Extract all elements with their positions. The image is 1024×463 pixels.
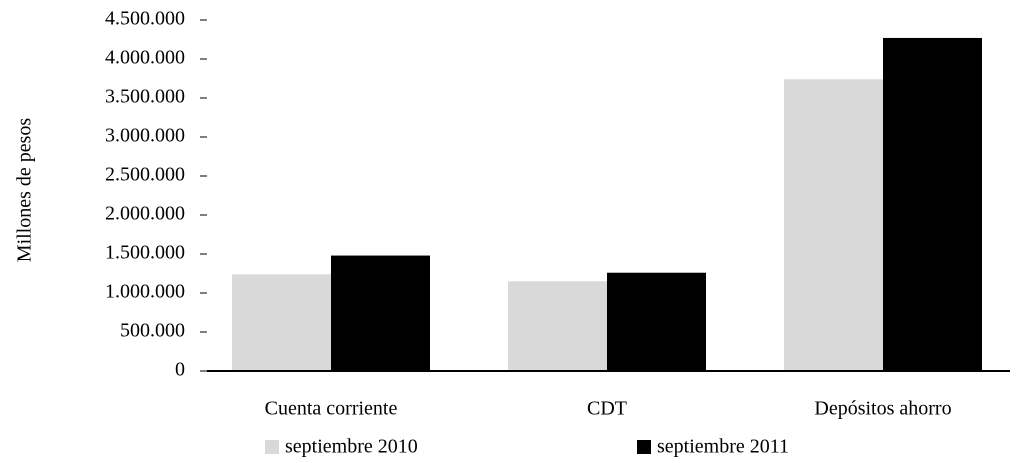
y-tick-label: 3.000.000: [105, 125, 185, 147]
legend-label: septiembre 2011: [657, 436, 789, 458]
y-tick-label: 0: [175, 359, 185, 381]
bar: [607, 272, 706, 371]
y-axis-label: Millones de pesos: [14, 118, 36, 263]
legend-swatch: [637, 440, 651, 454]
y-tick-label: 2.000.000: [105, 203, 185, 225]
y-tick-label: 500.000: [120, 320, 185, 342]
bar: [331, 255, 430, 371]
y-tick-label: 2.500.000: [105, 164, 185, 186]
bar: [883, 37, 982, 371]
x-tick-label: Depósitos ahorro: [814, 398, 951, 420]
legend-label: septiembre 2010: [285, 436, 418, 458]
y-tick-label: 3.500.000: [105, 86, 185, 108]
legend-swatch: [265, 440, 279, 454]
y-tick-label: 4.500.000: [105, 8, 185, 30]
x-tick-label: Cuenta corriente: [265, 398, 398, 420]
bar: [232, 274, 331, 371]
y-tick-label: 1.000.000: [105, 281, 185, 303]
x-tick-label: CDT: [587, 398, 627, 420]
bar: [784, 79, 883, 371]
y-tick-label: 4.000.000: [105, 47, 185, 69]
bar: [508, 281, 607, 371]
y-tick-label: 1.500.000: [105, 242, 185, 264]
